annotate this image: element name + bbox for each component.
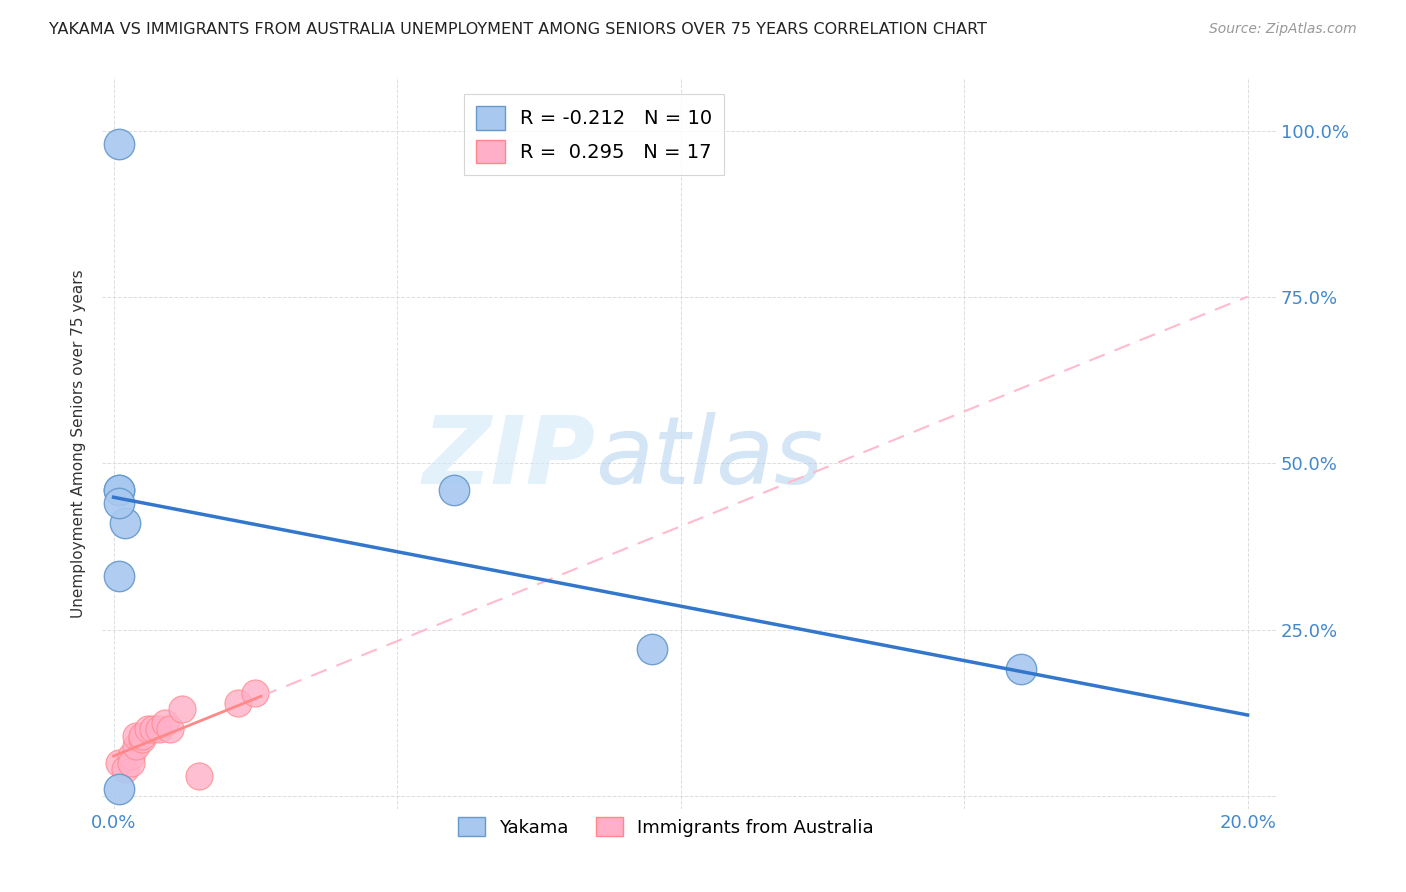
Point bbox=[226, 696, 249, 710]
Point bbox=[1010, 663, 1032, 677]
Point bbox=[170, 702, 193, 716]
Text: YAKAMA VS IMMIGRANTS FROM AUSTRALIA UNEMPLOYMENT AMONG SENIORS OVER 75 YEARS COR: YAKAMA VS IMMIGRANTS FROM AUSTRALIA UNEM… bbox=[49, 22, 987, 37]
Point bbox=[108, 496, 131, 510]
Point bbox=[245, 686, 267, 700]
Point bbox=[641, 642, 664, 657]
Y-axis label: Unemployment Among Seniors over 75 years: Unemployment Among Seniors over 75 years bbox=[72, 269, 86, 617]
Point bbox=[131, 729, 153, 743]
Legend: Yakama, Immigrants from Australia: Yakama, Immigrants from Australia bbox=[450, 810, 882, 844]
Point bbox=[108, 136, 131, 151]
Point bbox=[108, 483, 131, 497]
Point bbox=[120, 756, 142, 770]
Point bbox=[108, 782, 131, 797]
Text: ZIP: ZIP bbox=[422, 412, 595, 504]
Point bbox=[142, 723, 165, 737]
Point bbox=[136, 723, 159, 737]
Point bbox=[443, 483, 465, 497]
Point bbox=[125, 729, 148, 743]
Point bbox=[131, 732, 153, 747]
Point bbox=[120, 748, 142, 763]
Point bbox=[114, 762, 136, 776]
Point bbox=[159, 723, 181, 737]
Point bbox=[187, 769, 209, 783]
Point bbox=[114, 516, 136, 530]
Point bbox=[148, 723, 170, 737]
Text: Source: ZipAtlas.com: Source: ZipAtlas.com bbox=[1209, 22, 1357, 37]
Point bbox=[108, 569, 131, 583]
Point bbox=[153, 715, 176, 730]
Point bbox=[108, 756, 131, 770]
Point bbox=[125, 739, 148, 753]
Point bbox=[108, 483, 131, 497]
Text: atlas: atlas bbox=[595, 412, 824, 503]
